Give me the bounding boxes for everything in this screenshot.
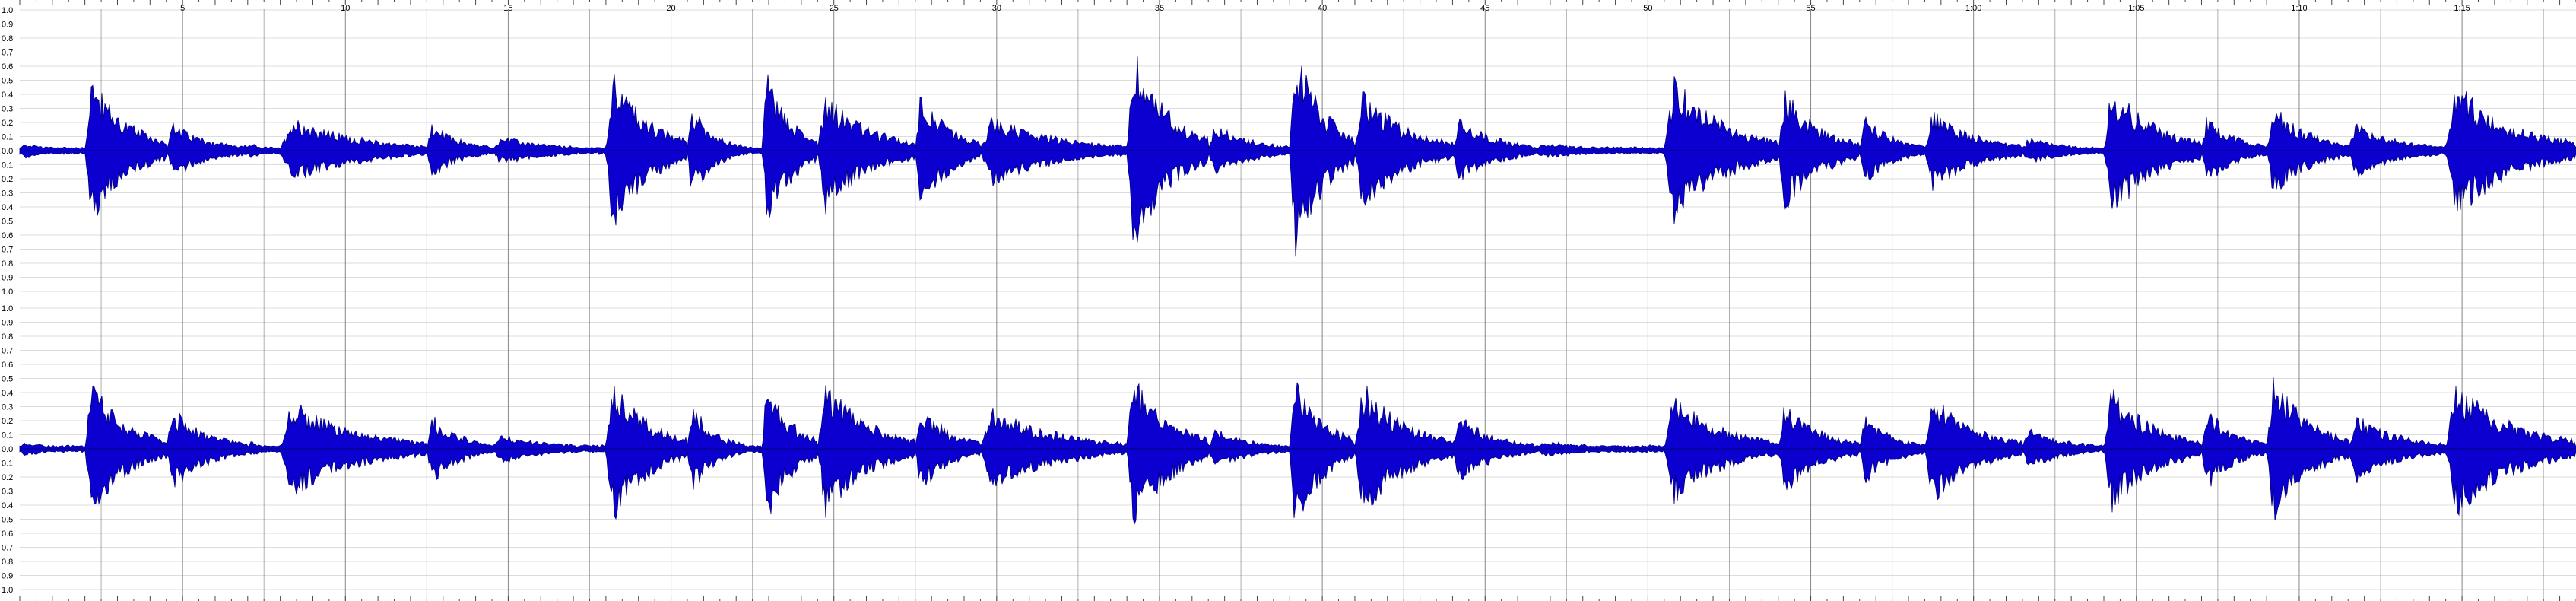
amplitude-tick-label: 0.8 [2, 332, 13, 342]
amplitude-tick-label: 0.4 [2, 91, 13, 100]
amplitude-tick-label: 0.2 [2, 119, 13, 128]
amplitude-tick-label: 1.0 [2, 6, 13, 15]
amplitude-tick-label: 0.0 [2, 147, 13, 156]
amplitude-tick-label: 0.8 [2, 34, 13, 43]
amplitude-tick-label: 0.0 [2, 445, 13, 454]
amplitude-tick-label: 0.9 [2, 572, 13, 581]
amplitude-tick-label: 0.5 [2, 375, 13, 384]
waveform-path[interactable] [20, 57, 2576, 257]
time-label: 45 [1480, 4, 1489, 13]
amplitude-tick-label: 0.9 [2, 274, 13, 283]
time-label: 1:15 [2454, 4, 2470, 13]
time-label: 30 [992, 4, 1001, 13]
amplitude-tick-label: 0.1 [2, 431, 13, 440]
amplitude-tick-label: 0.3 [2, 105, 13, 114]
amplitude-tick-label: 0.8 [2, 558, 13, 567]
waveform-channel-2[interactable] [20, 377, 2576, 524]
amplitude-scale: 1.0 0.9 0.8 0.7 0.6 0.5 0.4 0.3 0.2 0.1 0.0 0.1 0.2 0… [2, 6, 13, 595]
time-label: 35 [1155, 4, 1164, 13]
time-label: 1:10 [2291, 4, 2307, 13]
amplitude-tick-label: 0.5 [2, 218, 13, 227]
amplitude-tick-label: 0.7 [2, 49, 13, 58]
time-label: 5 [180, 4, 185, 13]
amplitude-tick-label: 0.8 [2, 259, 13, 269]
amplitude-tick-label: 0.4 [2, 203, 13, 212]
time-markers [101, 9, 2543, 601]
amplitude-tick-label: 0.2 [2, 417, 13, 426]
time-label: 15 [503, 4, 512, 13]
time-label: 20 [666, 4, 675, 13]
amplitude-tick-label: 0.3 [2, 488, 13, 497]
waveform-path[interactable] [20, 377, 2576, 524]
amplitude-tick-label: 0.9 [2, 21, 13, 30]
amplitude-tick-label: 1.0 [2, 288, 13, 297]
amplitude-tick-label: 0.1 [2, 161, 13, 170]
time-label: 55 [1806, 4, 1815, 13]
time-label: 1:05 [2128, 4, 2144, 13]
time-label: 40 [1318, 4, 1327, 13]
amplitude-tick-label: 0.6 [2, 62, 13, 72]
amplitude-tick-label: 0.1 [2, 133, 13, 142]
waveform-channels[interactable] [20, 57, 2576, 524]
amplitude-tick-label: 0.4 [2, 389, 13, 398]
amplitude-tick-label: 0.7 [2, 347, 13, 356]
time-label: 50 [1643, 4, 1652, 13]
time-label: 1:00 [1965, 4, 1981, 13]
amplitude-tick-label: 0.6 [2, 361, 13, 370]
amplitude-tick-label: 0.6 [2, 529, 13, 539]
time-label: 25 [830, 4, 839, 13]
time-label: 10 [341, 4, 350, 13]
amplitude-tick-label: 1.0 [2, 586, 13, 595]
amplitude-tick-label: 0.6 [2, 231, 13, 240]
amplitude-tick-label: 0.7 [2, 544, 13, 553]
waveform-channel-1[interactable] [20, 57, 2576, 257]
amplitude-tick-label: 0.2 [2, 473, 13, 482]
amplitude-tick-label: 0.3 [2, 403, 13, 412]
amplitude-tick-label: 0.1 [2, 459, 13, 469]
amplitude-tick-label: 0.3 [2, 189, 13, 199]
amplitude-tick-label: 0.5 [2, 77, 13, 86]
amplitude-tick-label: 0.9 [2, 319, 13, 328]
amplitude-tick-label: 0.5 [2, 516, 13, 525]
amplitude-tick-label: 0.7 [2, 246, 13, 255]
amplitude-tick-label: 1.0 [2, 304, 13, 313]
amplitude-tick-label: 0.2 [2, 175, 13, 184]
amplitude-tick-label: 0.4 [2, 501, 13, 510]
